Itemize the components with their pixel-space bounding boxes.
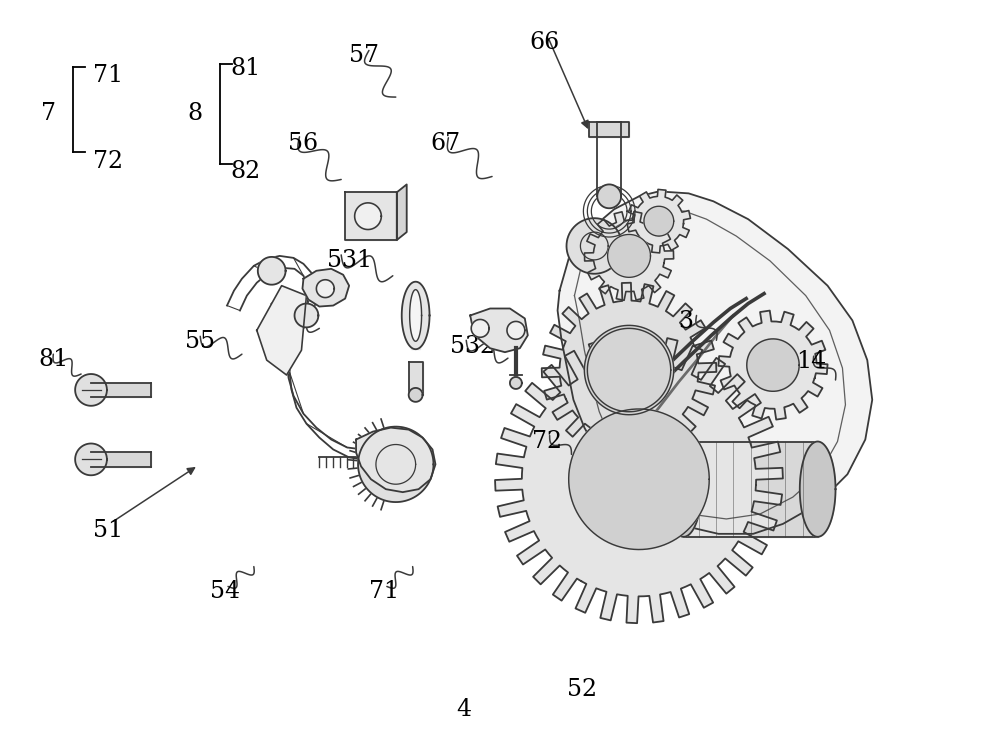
Polygon shape bbox=[409, 362, 423, 395]
Polygon shape bbox=[644, 206, 674, 236]
Polygon shape bbox=[257, 285, 306, 375]
Polygon shape bbox=[718, 310, 828, 420]
Polygon shape bbox=[684, 442, 818, 537]
Polygon shape bbox=[302, 269, 349, 307]
Text: 531: 531 bbox=[327, 249, 372, 272]
Polygon shape bbox=[608, 235, 650, 277]
Polygon shape bbox=[558, 191, 872, 534]
Text: 52: 52 bbox=[567, 678, 598, 701]
Polygon shape bbox=[295, 304, 318, 328]
Polygon shape bbox=[402, 282, 430, 350]
Polygon shape bbox=[597, 184, 621, 208]
Text: 82: 82 bbox=[230, 159, 260, 183]
Text: 57: 57 bbox=[349, 45, 379, 67]
Polygon shape bbox=[495, 335, 783, 623]
Text: 81: 81 bbox=[38, 348, 69, 371]
Text: 81: 81 bbox=[230, 57, 260, 80]
Text: 66: 66 bbox=[530, 30, 560, 54]
Polygon shape bbox=[356, 427, 435, 492]
Text: 67: 67 bbox=[431, 132, 461, 155]
Polygon shape bbox=[567, 218, 622, 274]
Text: 54: 54 bbox=[210, 581, 240, 603]
Polygon shape bbox=[410, 290, 422, 341]
Polygon shape bbox=[409, 388, 423, 402]
Polygon shape bbox=[587, 328, 671, 411]
Polygon shape bbox=[397, 184, 407, 240]
Polygon shape bbox=[584, 325, 674, 414]
Polygon shape bbox=[471, 319, 489, 337]
Polygon shape bbox=[411, 282, 420, 350]
Polygon shape bbox=[355, 203, 381, 230]
Text: 14: 14 bbox=[796, 350, 826, 373]
Polygon shape bbox=[584, 211, 674, 300]
Polygon shape bbox=[75, 374, 107, 405]
Text: 7: 7 bbox=[41, 102, 56, 125]
Text: 532: 532 bbox=[450, 335, 495, 359]
Polygon shape bbox=[316, 279, 334, 297]
Polygon shape bbox=[542, 282, 716, 458]
Text: 3: 3 bbox=[679, 310, 694, 334]
Polygon shape bbox=[800, 442, 836, 537]
Text: 71: 71 bbox=[93, 64, 123, 88]
Text: 51: 51 bbox=[93, 519, 123, 542]
Text: 4: 4 bbox=[456, 698, 471, 720]
Polygon shape bbox=[507, 322, 525, 339]
Polygon shape bbox=[91, 383, 151, 397]
Text: 72: 72 bbox=[93, 149, 123, 173]
Polygon shape bbox=[258, 257, 286, 285]
Polygon shape bbox=[627, 190, 690, 253]
Text: 56: 56 bbox=[288, 132, 318, 155]
Text: 72: 72 bbox=[532, 430, 562, 452]
Polygon shape bbox=[747, 339, 799, 391]
Text: 8: 8 bbox=[187, 102, 202, 125]
Polygon shape bbox=[666, 442, 702, 537]
Text: 82: 82 bbox=[268, 300, 298, 324]
Polygon shape bbox=[510, 377, 522, 389]
Polygon shape bbox=[91, 452, 151, 467]
Polygon shape bbox=[589, 122, 629, 137]
Polygon shape bbox=[358, 427, 433, 502]
Polygon shape bbox=[569, 409, 709, 550]
Text: 55: 55 bbox=[185, 331, 215, 353]
Text: 71: 71 bbox=[369, 581, 399, 603]
Polygon shape bbox=[75, 443, 107, 475]
Polygon shape bbox=[470, 309, 528, 352]
Polygon shape bbox=[345, 193, 397, 240]
